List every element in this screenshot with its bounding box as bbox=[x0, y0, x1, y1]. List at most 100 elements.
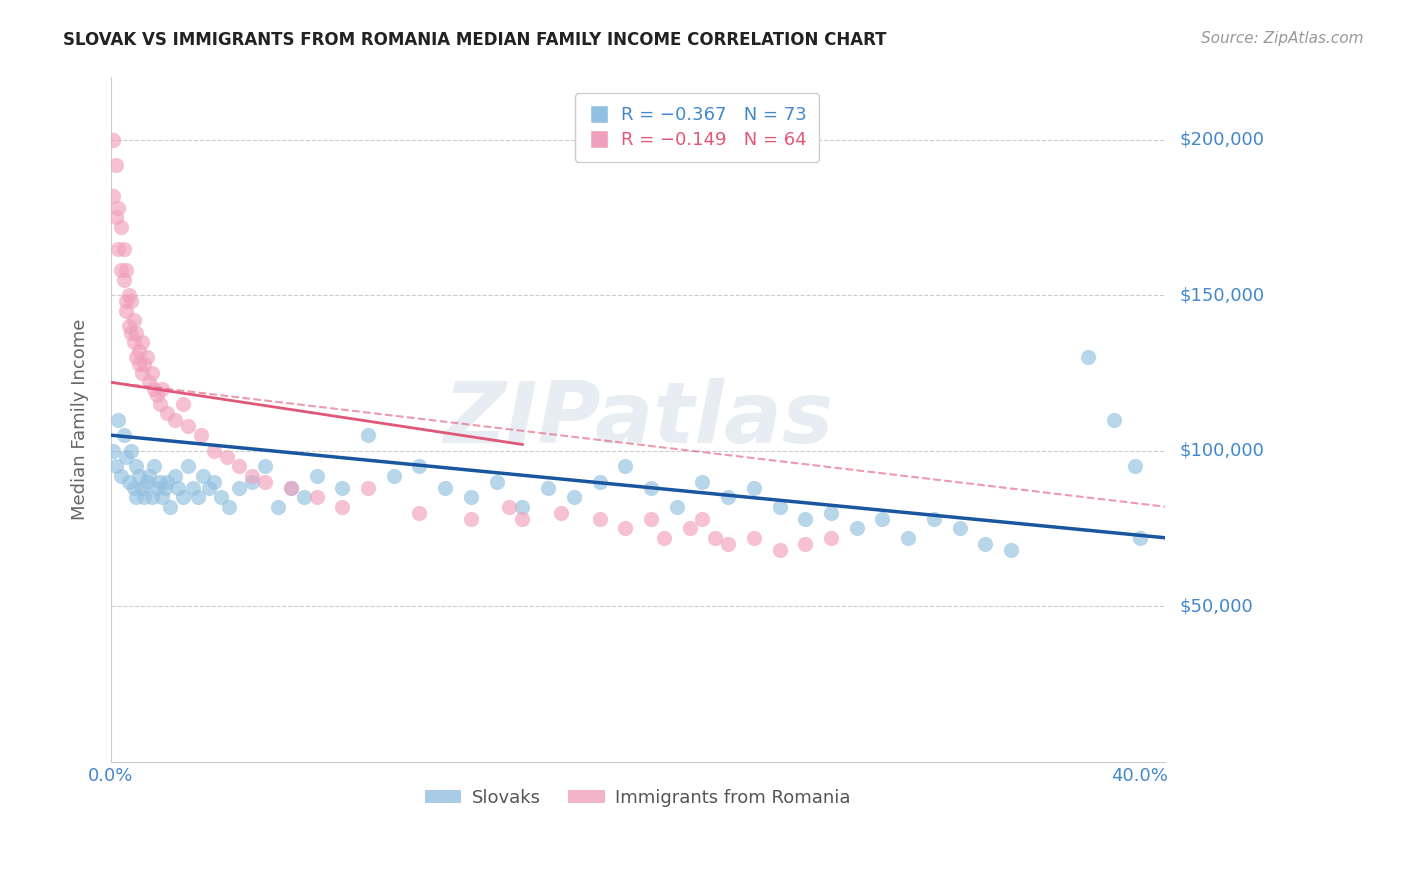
Point bbox=[103, 133, 125, 147]
Point bbox=[172, 397, 194, 411]
Point bbox=[280, 481, 302, 495]
Point bbox=[187, 491, 209, 505]
Point bbox=[156, 475, 179, 489]
Point bbox=[742, 531, 765, 545]
Text: $150,000: $150,000 bbox=[1180, 286, 1264, 304]
Point bbox=[112, 242, 135, 256]
Point bbox=[357, 481, 380, 495]
Y-axis label: Median Family Income: Median Family Income bbox=[72, 319, 89, 520]
Point bbox=[872, 512, 894, 526]
Point bbox=[897, 531, 920, 545]
Point bbox=[218, 500, 240, 514]
Point bbox=[177, 418, 200, 433]
Point bbox=[820, 506, 842, 520]
Point bbox=[107, 412, 129, 426]
Point bbox=[177, 459, 200, 474]
Point bbox=[704, 531, 727, 545]
Point bbox=[692, 512, 714, 526]
Legend: Slovaks, Immigrants from Romania: Slovaks, Immigrants from Romania bbox=[418, 782, 858, 814]
Text: $50,000: $50,000 bbox=[1180, 598, 1253, 615]
Point bbox=[550, 506, 572, 520]
Point bbox=[922, 512, 945, 526]
Point bbox=[460, 512, 482, 526]
Point bbox=[122, 334, 145, 349]
Point bbox=[190, 428, 212, 442]
Point bbox=[768, 543, 790, 558]
Point bbox=[150, 382, 173, 396]
Point bbox=[537, 481, 560, 495]
Point bbox=[120, 443, 142, 458]
Point bbox=[134, 357, 156, 371]
Point bbox=[949, 521, 972, 535]
Point bbox=[146, 481, 169, 495]
Point bbox=[104, 211, 127, 225]
Point bbox=[1077, 351, 1099, 365]
Point bbox=[156, 406, 179, 420]
Point bbox=[1102, 412, 1125, 426]
Point bbox=[131, 366, 153, 380]
Point bbox=[103, 443, 125, 458]
Point bbox=[115, 303, 138, 318]
Point bbox=[588, 512, 610, 526]
Point bbox=[128, 468, 150, 483]
Point bbox=[209, 491, 232, 505]
Point bbox=[112, 272, 135, 286]
Point bbox=[512, 500, 534, 514]
Point bbox=[512, 512, 534, 526]
Point bbox=[665, 500, 688, 514]
Point bbox=[138, 468, 160, 483]
Point bbox=[254, 459, 277, 474]
Point bbox=[159, 500, 181, 514]
Point bbox=[104, 459, 127, 474]
Point bbox=[165, 412, 187, 426]
Point bbox=[143, 459, 166, 474]
Point bbox=[845, 521, 868, 535]
Point bbox=[118, 288, 141, 302]
Point bbox=[485, 475, 508, 489]
Point bbox=[562, 491, 585, 505]
Point bbox=[1000, 543, 1022, 558]
Point bbox=[110, 468, 132, 483]
Point bbox=[125, 491, 148, 505]
Point bbox=[115, 450, 138, 464]
Point bbox=[240, 468, 263, 483]
Point bbox=[141, 366, 163, 380]
Point bbox=[118, 319, 141, 334]
Point bbox=[112, 428, 135, 442]
Point bbox=[434, 481, 457, 495]
Point bbox=[330, 481, 353, 495]
Point bbox=[280, 481, 302, 495]
Point bbox=[652, 531, 675, 545]
Point bbox=[614, 459, 637, 474]
Point bbox=[193, 468, 215, 483]
Point bbox=[135, 475, 157, 489]
Point bbox=[150, 491, 173, 505]
Point bbox=[305, 468, 328, 483]
Point bbox=[305, 491, 328, 505]
Point bbox=[382, 468, 405, 483]
Point bbox=[614, 521, 637, 535]
Text: SLOVAK VS IMMIGRANTS FROM ROMANIA MEDIAN FAMILY INCOME CORRELATION CHART: SLOVAK VS IMMIGRANTS FROM ROMANIA MEDIAN… bbox=[63, 31, 887, 49]
Point bbox=[794, 512, 817, 526]
Point bbox=[110, 263, 132, 277]
Point bbox=[820, 531, 842, 545]
Point bbox=[153, 481, 176, 495]
Point bbox=[588, 475, 610, 489]
Point bbox=[202, 475, 225, 489]
Point bbox=[640, 481, 662, 495]
Point bbox=[172, 491, 194, 505]
Point bbox=[125, 326, 148, 340]
Text: $100,000: $100,000 bbox=[1180, 442, 1264, 459]
Point bbox=[498, 500, 520, 514]
Point bbox=[115, 263, 138, 277]
Point bbox=[118, 475, 141, 489]
Point bbox=[267, 500, 290, 514]
Point bbox=[128, 344, 150, 359]
Point bbox=[107, 242, 129, 256]
Point bbox=[146, 388, 169, 402]
Text: ZIPatlas: ZIPatlas bbox=[443, 378, 834, 461]
Point bbox=[120, 294, 142, 309]
Text: Source: ZipAtlas.com: Source: ZipAtlas.com bbox=[1201, 31, 1364, 46]
Point bbox=[460, 491, 482, 505]
Point bbox=[974, 537, 997, 551]
